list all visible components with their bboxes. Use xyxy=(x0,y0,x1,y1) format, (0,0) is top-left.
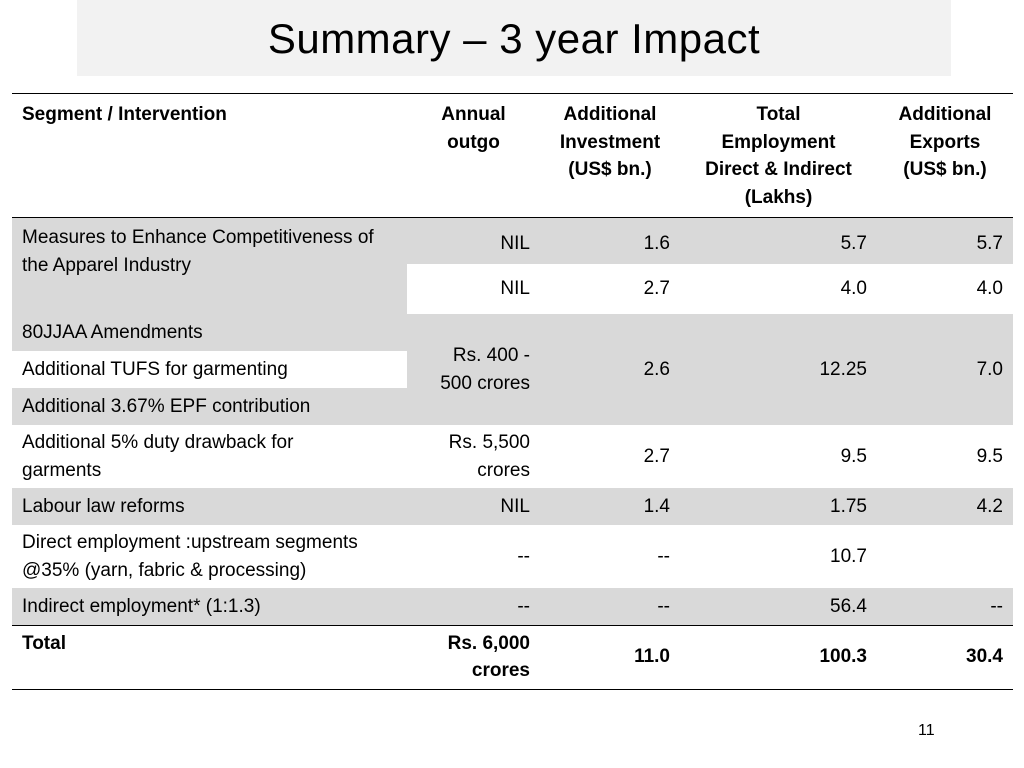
cell-exports: 5.7 xyxy=(877,217,1013,264)
cell-line: Rs. 400 - xyxy=(452,345,530,366)
cell-exports: 7.0 xyxy=(877,314,1013,425)
cell-investment: 2.6 xyxy=(540,314,680,425)
cell-outgo: -- xyxy=(407,525,540,588)
cell-line: crores xyxy=(471,660,530,681)
table-row: Indirect employment* (1:1.3) -- -- 56.4 … xyxy=(12,588,1013,625)
header-line: Additional xyxy=(563,104,657,125)
summary-table-wrapper: Segment / Intervention Annual outgo Addi… xyxy=(12,93,1013,690)
cell-exports: 30.4 xyxy=(877,625,1013,689)
cell-segment: 80JJAA Amendments xyxy=(12,314,407,351)
table-row: Additional 5% duty drawback for garments… xyxy=(12,425,1013,488)
cell-exports: -- xyxy=(877,588,1013,625)
cell-employment: 12.25 xyxy=(680,314,877,425)
header-line: Investment xyxy=(559,131,661,153)
page-number: 11 xyxy=(918,722,935,739)
cell-outgo: NIL xyxy=(407,264,540,314)
header-line: Total xyxy=(756,104,801,125)
cell-line: @35% (yarn, fabric & processing) xyxy=(22,559,307,581)
header-total-employment: Total Employment Direct & Indirect (Lakh… xyxy=(680,94,877,218)
cell-segment: Labour law reforms xyxy=(12,488,407,525)
cell-line: Additional 5% duty drawback for xyxy=(22,432,294,453)
header-line: Direct & Indirect xyxy=(705,159,852,180)
header-additional-exports: Additional Exports (US$ bn.) xyxy=(877,94,1013,218)
table-row: Additional TUFS for garmenting xyxy=(12,351,1013,388)
cell-exports: 4.2 xyxy=(877,488,1013,525)
cell-exports: 9.5 xyxy=(877,425,1013,488)
cell-line: crores xyxy=(477,459,530,481)
slide-title: Summary – 3 year Impact xyxy=(267,15,761,62)
table-row: Labour law reforms NIL 1.4 1.75 4.2 xyxy=(12,488,1013,525)
cell-outgo: NIL xyxy=(407,488,540,525)
cell-segment: Indirect employment* (1:1.3) xyxy=(12,588,407,625)
header-line: (US$ bn.) xyxy=(568,159,652,180)
header-line: Annual xyxy=(441,104,506,125)
cell-employment: 10.7 xyxy=(680,525,877,588)
cell-apparel-label: Measures to Enhance Competitiveness of t… xyxy=(12,217,407,314)
cell-outgo: Rs. 400 - 500 crores xyxy=(407,314,540,425)
header-segment: Segment / Intervention xyxy=(12,94,407,218)
summary-table: Segment / Intervention Annual outgo Addi… xyxy=(12,93,1013,690)
table-row: Additional 3.67% EPF contribution xyxy=(12,388,1013,425)
cell-outgo: NIL xyxy=(407,217,540,264)
cell-investment: 1.6 xyxy=(540,217,680,264)
header-line: Exports xyxy=(909,131,981,153)
cell-line: garments xyxy=(22,459,102,481)
cell-employment: 1.75 xyxy=(680,488,877,525)
cell-total-label: Total xyxy=(12,625,407,689)
cell-outgo: Rs. 6,000 crores xyxy=(407,625,540,689)
cell-employment: 5.7 xyxy=(680,217,877,264)
cell-investment: 1.4 xyxy=(540,488,680,525)
cell-outgo: -- xyxy=(407,588,540,625)
cell-exports: 4.0 xyxy=(877,264,1013,314)
cell-segment: Additional 3.67% EPF contribution xyxy=(12,388,407,425)
cell-investment: 2.7 xyxy=(540,264,680,314)
header-line: (Lakhs) xyxy=(744,186,813,208)
table-row: Measures to Enhance Competitiveness of t… xyxy=(12,217,1013,314)
header-segment-text: Segment / Intervention xyxy=(22,104,227,125)
table-row: Direct employment :upstream segments @35… xyxy=(12,525,1013,588)
cell-employment: 9.5 xyxy=(680,425,877,488)
cell-employment: 100.3 xyxy=(680,625,877,689)
header-annual-outgo: Annual outgo xyxy=(407,94,540,218)
cell-investment: -- xyxy=(540,525,680,588)
title-banner: Summary – 3 year Impact xyxy=(77,0,951,76)
cell-line: Rs. 5,500 xyxy=(448,432,530,453)
cell-segment: Additional TUFS for garmenting xyxy=(12,351,407,388)
cell-investment: 11.0 xyxy=(540,625,680,689)
cell-investment: -- xyxy=(540,588,680,625)
header-additional-investment: Additional Investment (US$ bn.) xyxy=(540,94,680,218)
cell-employment: 56.4 xyxy=(680,588,877,625)
table-row: NIL 2.7 4.0 4.0 xyxy=(12,264,1013,314)
cell-investment: 2.7 xyxy=(540,425,680,488)
cell-line: Rs. 6,000 xyxy=(447,632,530,654)
header-line: Employment xyxy=(721,131,836,153)
cell-line: Direct employment :upstream segments xyxy=(22,532,358,553)
header-line: (US$ bn.) xyxy=(903,159,987,180)
cell-outgo: Rs. 5,500 crores xyxy=(407,425,540,488)
cell-segment: Additional 5% duty drawback for garments xyxy=(12,425,407,488)
header-line: outgo xyxy=(447,131,500,153)
table-row: 80JJAA Amendments Rs. 400 - 500 crores 2… xyxy=(12,314,1013,425)
total-row: Total Rs. 6,000 crores 11.0 100.3 30.4 xyxy=(12,625,1013,689)
cell-segment: Direct employment :upstream segments @35… xyxy=(12,525,407,588)
cell-line: 500 crores xyxy=(440,372,530,394)
cell-employment: 4.0 xyxy=(680,264,877,314)
table-header-row: Segment / Intervention Annual outgo Addi… xyxy=(12,93,1013,218)
cell-exports xyxy=(877,525,1013,588)
header-line: Additional xyxy=(898,104,992,125)
